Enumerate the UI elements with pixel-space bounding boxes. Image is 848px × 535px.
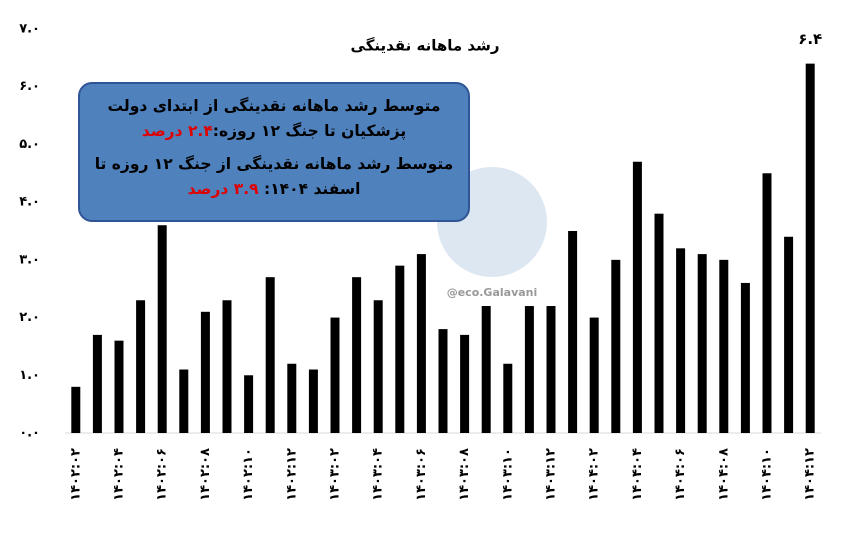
- bar: [697, 254, 707, 433]
- bar: [416, 254, 426, 433]
- value-label: ۶.۴: [798, 30, 822, 48]
- bar: [352, 277, 362, 433]
- bar: [179, 369, 189, 433]
- y-tick-label: ۶.۰: [19, 79, 40, 94]
- bar: [460, 334, 470, 433]
- x-tick-label: ۱۴۰۲:۰۶: [155, 448, 170, 501]
- watermark: @eco.Galavani: [447, 286, 538, 299]
- x-tick-label: ۱۴۰۴:۰۸: [716, 448, 731, 501]
- chart-title: رشد ماهانه نقدینگی: [351, 37, 500, 55]
- bar: [589, 317, 599, 433]
- bar: [524, 306, 534, 433]
- bar: [740, 282, 750, 433]
- bar: [136, 300, 146, 433]
- annotation: متوسط رشد ماهانه نقدینگی از ابتدای دولت …: [90, 94, 458, 144]
- x-tick-label: ۱۴۰۲:۰۴: [112, 448, 127, 501]
- bar: [308, 369, 318, 433]
- x-tick-label: ۱۴۰۲:۱۲: [284, 448, 299, 501]
- bar: [287, 363, 297, 433]
- bar: [762, 173, 772, 434]
- y-tick-label: ۲.۰: [19, 310, 40, 325]
- bar: [373, 300, 383, 433]
- x-tick-label: ۱۴۰۳:۰۴: [371, 448, 386, 501]
- annotation-highlight: ۲.۴ درصد: [141, 122, 213, 140]
- x-tick-label: ۱۴۰۴:۰۶: [673, 448, 688, 501]
- bar: [265, 277, 275, 433]
- bar: [330, 317, 340, 433]
- x-tick-label: ۱۴۰۲:۰۲: [68, 448, 83, 501]
- y-tick-label: ۰.۰: [19, 426, 40, 441]
- annotation-highlight: ۳.۹ درصد: [187, 180, 259, 198]
- bar: [568, 231, 578, 433]
- bar: [92, 334, 102, 433]
- annotation-text: متوسط رشد ماهانه نقدینگی از ابتدای دولت …: [107, 97, 441, 140]
- x-tick-label: ۱۴۰۴:۰۴: [630, 448, 645, 501]
- bar: [805, 63, 815, 433]
- x-tick-label: ۱۴۰۳:۰۲: [328, 448, 343, 501]
- y-tick-label: ۱.۰: [19, 368, 40, 383]
- bar: [719, 259, 729, 433]
- bar: [438, 329, 448, 433]
- bar: [632, 161, 642, 433]
- x-tick-label: ۱۴۰۳:۱۰: [500, 448, 515, 501]
- annotation-text: متوسط رشد ماهانه نقدینگی از جنگ ۱۲ روزه …: [94, 155, 454, 198]
- x-tick-label: ۱۴۰۲:۱۰: [241, 448, 256, 501]
- bar: [676, 248, 686, 433]
- bar: [546, 306, 556, 433]
- bar: [244, 375, 254, 433]
- bar: [114, 340, 124, 433]
- bar: [481, 306, 491, 433]
- bar: [611, 259, 621, 433]
- x-tick-label: ۱۴۰۴:۱۲: [803, 448, 818, 501]
- x-tick-label: ۱۴۰۳:۱۲: [544, 448, 559, 501]
- bar: [200, 311, 210, 433]
- annotation: متوسط رشد ماهانه نقدینگی از جنگ ۱۲ روزه …: [90, 152, 458, 202]
- y-tick-label: ۳.۰: [19, 252, 40, 267]
- bar: [503, 363, 513, 433]
- y-tick-label: ۴.۰: [19, 195, 40, 210]
- bar: [157, 225, 167, 433]
- bar: [395, 265, 405, 433]
- y-tick-label: ۵.۰: [19, 137, 40, 152]
- x-tick-label: ۱۴۰۲:۰۸: [198, 448, 213, 501]
- x-tick-label: ۱۴۰۴:۱۰: [760, 448, 775, 501]
- x-tick-label: ۱۴۰۳:۰۶: [414, 448, 429, 501]
- bar: [222, 300, 232, 433]
- x-tick-label: ۱۴۰۳:۰۸: [457, 448, 472, 501]
- annotation-box: متوسط رشد ماهانه نقدینگی از ابتدای دولت …: [78, 82, 470, 222]
- bar: [654, 213, 664, 433]
- bar: [784, 236, 794, 433]
- bar: [71, 386, 81, 433]
- y-tick-label: ۷.۰: [19, 22, 40, 37]
- x-tick-label: ۱۴۰۴:۰۲: [587, 448, 602, 501]
